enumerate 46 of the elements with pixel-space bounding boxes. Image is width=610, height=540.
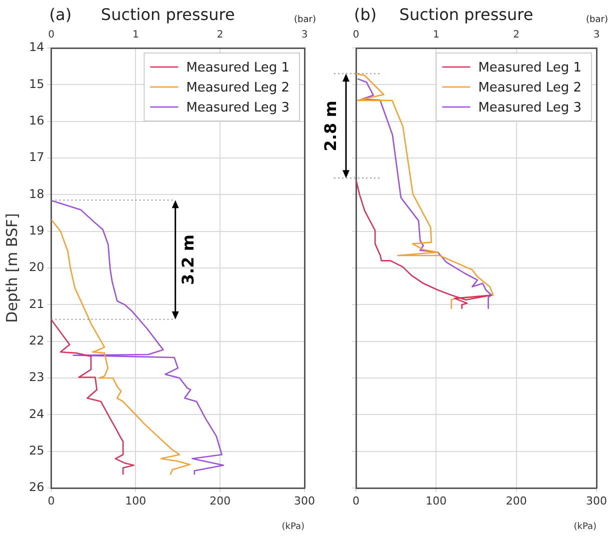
legend-label: Measured Leg 3 bbox=[186, 100, 290, 116]
y-tick-label: 24 bbox=[28, 406, 44, 421]
y-tick-label: 23 bbox=[28, 370, 44, 384]
legend-label: Measured Leg 1 bbox=[478, 60, 582, 76]
x2-axis-title: Suction pressure bbox=[399, 5, 534, 24]
y-tick-label: 25 bbox=[28, 443, 44, 458]
y-tick-label: 16 bbox=[28, 113, 44, 128]
x2-tick-label: 3 bbox=[301, 30, 308, 41]
x-tick-label: 200 bbox=[506, 494, 527, 508]
x2-tick-label: 3 bbox=[593, 30, 600, 41]
y-tick-label: 14 bbox=[28, 40, 44, 54]
x-axis-title: (kPa) bbox=[282, 522, 304, 532]
y-tick-label: 17 bbox=[28, 150, 44, 164]
x2-tick-label: 2 bbox=[513, 30, 520, 41]
x-axis-title: (kPa) bbox=[574, 522, 596, 532]
x2-tick-label: 0 bbox=[48, 30, 54, 41]
x2-tick-label: 1 bbox=[432, 30, 440, 41]
text: (bar) bbox=[586, 15, 608, 25]
legend-label: Measured Leg 3 bbox=[478, 100, 582, 116]
chart-title: (a) bbox=[49, 5, 72, 24]
chart-title: (b) bbox=[354, 5, 377, 24]
y-tick-label: 18 bbox=[28, 186, 44, 201]
y-tick-label: 22 bbox=[28, 333, 44, 348]
text: (bar) bbox=[294, 15, 316, 25]
x-tick-label: 100 bbox=[426, 494, 447, 508]
x-tick-label: 200 bbox=[210, 494, 231, 508]
x-tick-label: 0 bbox=[48, 494, 55, 508]
legend-label: Measured Leg 1 bbox=[186, 60, 290, 76]
y-tick-label: 21 bbox=[28, 296, 44, 311]
y-tick-label: 19 bbox=[28, 223, 44, 238]
x-tick-label: 100 bbox=[125, 494, 146, 508]
legend-label: Measured Leg 2 bbox=[186, 80, 290, 96]
annotation: 3.2 m bbox=[178, 234, 198, 286]
x-tick-label: 0 bbox=[352, 494, 360, 508]
y-tick-label: 26 bbox=[28, 480, 44, 494]
x-tick-label: 300 bbox=[294, 494, 315, 508]
x-tick-label: 300 bbox=[586, 494, 607, 508]
y-tick-label: 20 bbox=[28, 260, 44, 274]
x2-tick-label: 0 bbox=[352, 30, 360, 41]
legend-label: Measured Leg 2 bbox=[478, 80, 582, 96]
x2-tick-label: 1 bbox=[132, 30, 139, 41]
text: 2.8 m bbox=[321, 100, 340, 152]
x2-tick-label: 2 bbox=[216, 30, 224, 41]
y-axis-title: Depth [m BSF] bbox=[2, 213, 21, 323]
y-tick-label: 15 bbox=[28, 76, 44, 91]
x2-axis-title: Suction pressure bbox=[100, 5, 235, 24]
